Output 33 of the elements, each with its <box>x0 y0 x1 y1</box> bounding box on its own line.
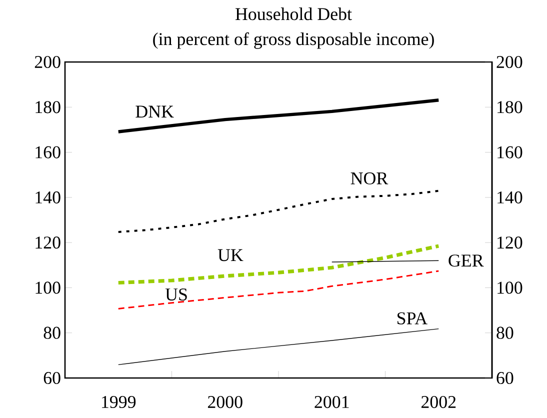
chart-subtitle: (in percent of gross disposable income) <box>153 32 434 49</box>
line-series <box>116 98 440 134</box>
y2-tick-label: 120 <box>498 236 522 249</box>
series-label: GER <box>448 254 484 267</box>
y2-tick-label: 80 <box>496 326 514 339</box>
y-tick-label: 120 <box>36 236 60 249</box>
series-label: US <box>165 288 187 301</box>
line-series <box>116 244 440 285</box>
y-tick-label: 100 <box>36 282 60 294</box>
y2-tick-label: 140 <box>498 191 522 204</box>
y2-tick-label: 200 <box>496 56 522 68</box>
line-series <box>117 190 440 233</box>
line-series <box>118 270 440 310</box>
y-tick-label: 180 <box>36 101 60 114</box>
y2-tick-label: 180 <box>498 101 522 114</box>
y2-tick-label: 160 <box>498 146 522 158</box>
y-tick-label: 80 <box>44 326 60 339</box>
y-tick-label: 140 <box>36 191 60 204</box>
x-tick-label: 2001 <box>314 396 349 408</box>
x-tick-label: 2000 <box>208 396 242 408</box>
y-tick-label: 200 <box>34 56 60 68</box>
series-label: NOR <box>350 172 388 184</box>
x-tick-label: 1999 <box>102 396 136 408</box>
chart-title: Household Debt <box>235 8 352 20</box>
series-label: SPA <box>398 312 428 324</box>
line-series <box>118 328 439 366</box>
series-label: UK <box>218 249 244 262</box>
x-tick-label: 2002 <box>421 396 456 408</box>
y2-tick-label: 100 <box>498 282 522 294</box>
series-label: DNK <box>136 106 174 118</box>
y2-tick-label: 60 <box>496 372 514 384</box>
y-tick-label: 60 <box>44 372 60 384</box>
y-tick-label: 160 <box>36 146 60 158</box>
